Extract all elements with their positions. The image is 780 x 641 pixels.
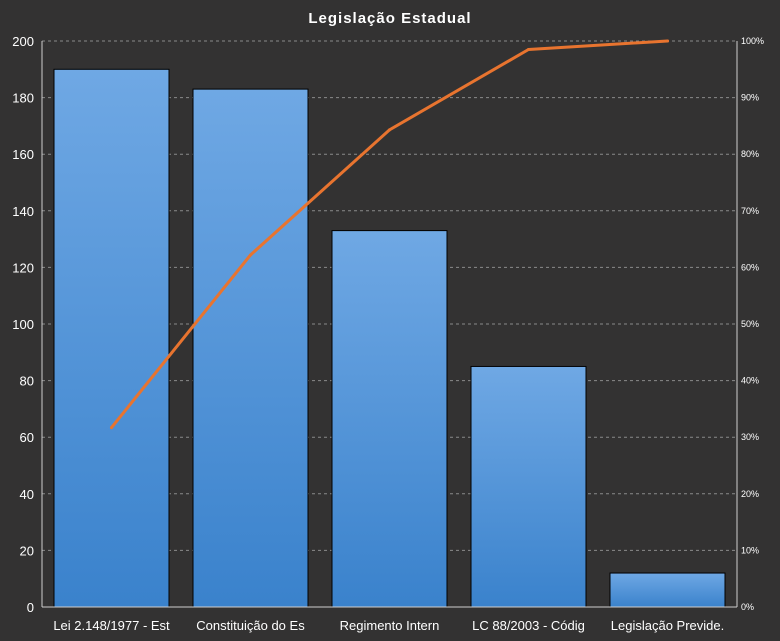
y-tick-label: 40 <box>20 487 34 502</box>
y-tick-label: 0 <box>27 600 34 615</box>
y-tick-label: 20 <box>20 543 34 558</box>
cumulative-line <box>110 39 669 430</box>
line-point <box>110 426 113 430</box>
y-tick-label: 100 <box>12 317 34 332</box>
y2-tick-label: 60% <box>741 262 759 272</box>
y-tick-label: 60 <box>20 430 34 445</box>
y2-tick-label: 10% <box>741 545 759 555</box>
x-tick-label: Legislação Previde. <box>611 618 724 633</box>
y2-tick-label: 80% <box>741 149 759 159</box>
x-tick-label: Lei 2.148/1977 - Est <box>53 618 170 633</box>
line-point <box>666 39 669 43</box>
axes: 0 20 40 60 80 100 120 140 160 180 200 0% 10% 20% 30% 40… <box>12 34 764 633</box>
y2-tick-label: 20% <box>741 489 759 499</box>
chart-title: Legislação Estadual <box>308 10 471 27</box>
x-tick-label: LC 88/2003 - Códig <box>472 618 585 633</box>
x-tick-label: Constituição do Es <box>196 618 305 633</box>
y-tick-label: 80 <box>20 374 34 389</box>
bar <box>609 572 726 608</box>
bars <box>53 68 726 608</box>
line-point <box>388 128 391 132</box>
y2-tick-label: 40% <box>741 376 759 386</box>
y2-tick-label: 50% <box>741 319 759 329</box>
x-tick-label: Regimento Intern <box>340 618 440 633</box>
y-tick-label: 160 <box>12 147 34 162</box>
line-point <box>249 253 252 257</box>
bar <box>53 68 170 608</box>
y2-tick-label: 100% <box>741 36 764 46</box>
line-point <box>527 47 530 51</box>
y2-tick-label: 90% <box>741 93 759 103</box>
y2-tick-label: 0% <box>741 602 754 612</box>
y-tick-label: 180 <box>12 91 34 106</box>
bar <box>470 365 587 608</box>
bar <box>331 230 448 608</box>
y-tick-label: 140 <box>12 204 34 219</box>
y2-tick-label: 70% <box>741 206 759 216</box>
y-tick-label: 200 <box>12 34 34 49</box>
y-tick-label: 120 <box>12 260 34 275</box>
bar <box>192 88 309 608</box>
y2-tick-label: 30% <box>741 432 759 442</box>
